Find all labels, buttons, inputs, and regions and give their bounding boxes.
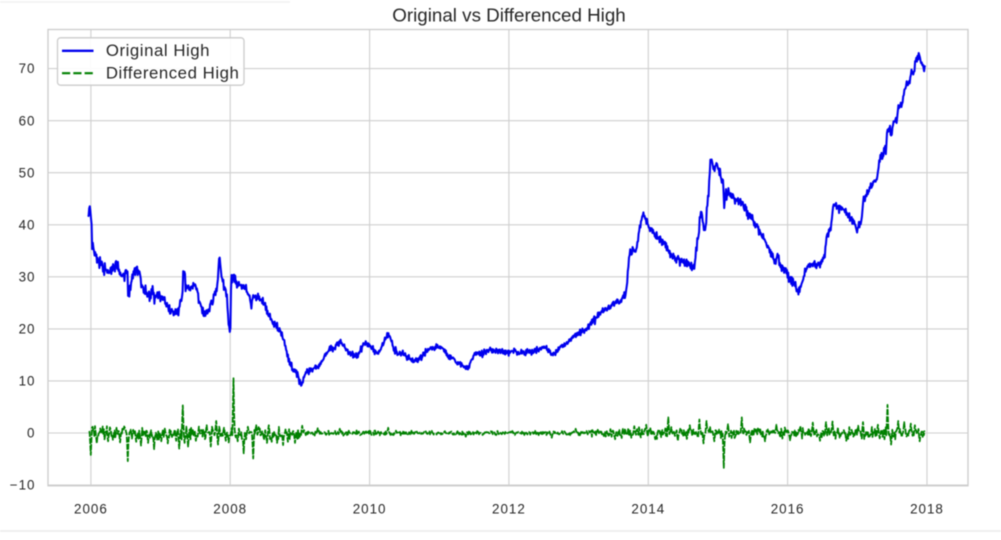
svg-text:2018: 2018 [910,502,944,517]
svg-text:2010: 2010 [353,502,387,517]
svg-text:50: 50 [19,165,36,180]
svg-text:60: 60 [19,113,36,128]
svg-text:Original vs Differenced High: Original vs Differenced High [392,5,625,26]
svg-text:70: 70 [19,61,36,76]
svg-text:2006: 2006 [74,502,108,517]
svg-text:Differenced High: Differenced High [106,64,240,83]
svg-text:30: 30 [19,269,36,284]
svg-text:20: 20 [19,322,36,337]
svg-text:Original High: Original High [106,41,210,60]
svg-text:2016: 2016 [771,502,805,517]
svg-text:10: 10 [19,374,36,389]
svg-text:−10: −10 [10,478,36,493]
svg-text:2012: 2012 [492,502,526,517]
svg-text:40: 40 [19,217,36,232]
svg-text:0: 0 [27,426,35,441]
svg-text:2008: 2008 [213,502,247,517]
svg-text:2014: 2014 [631,502,665,517]
